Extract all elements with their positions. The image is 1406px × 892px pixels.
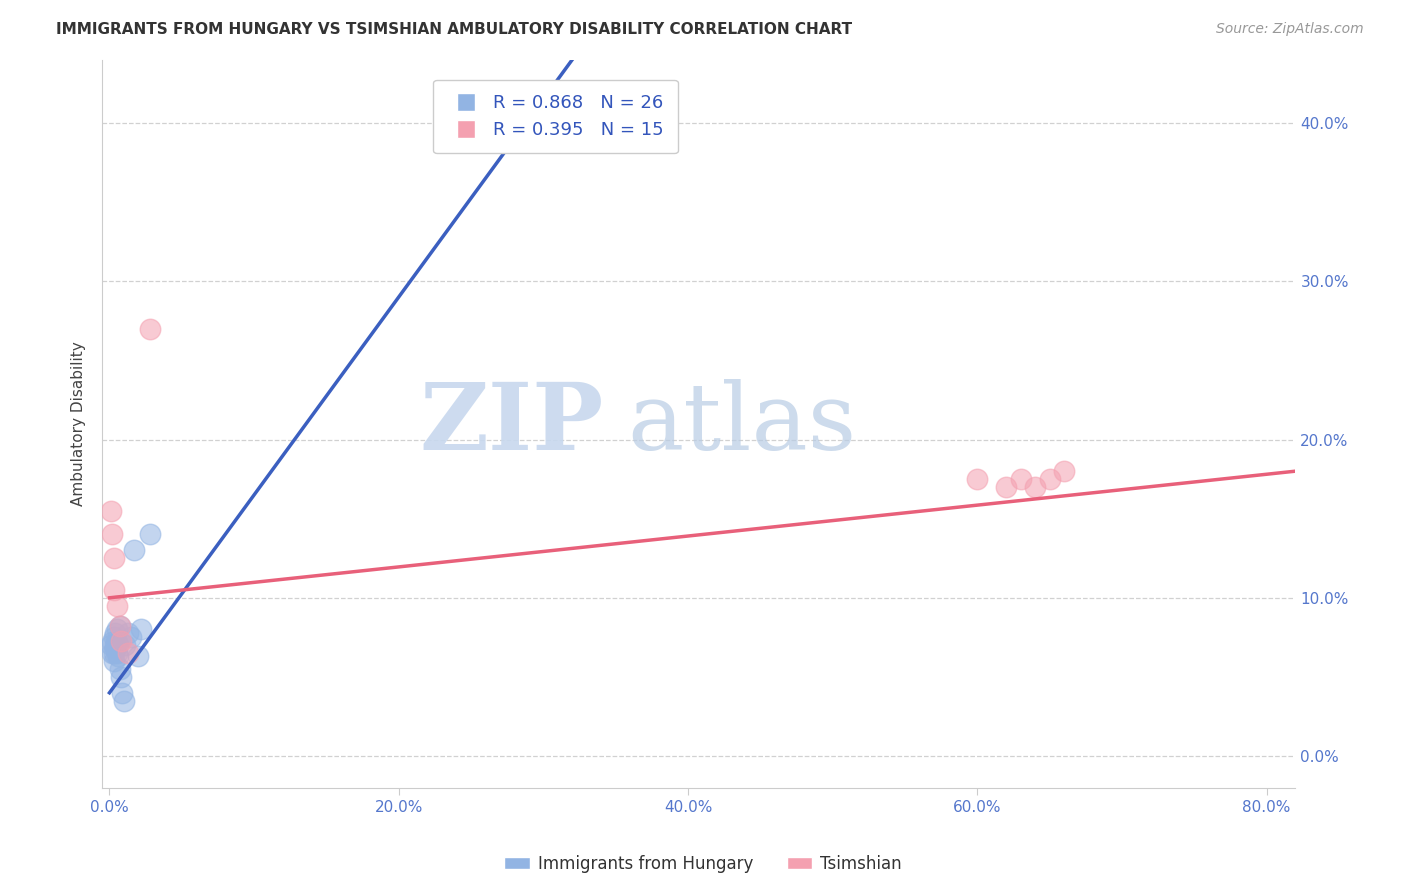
Point [108, 619, 131, 633]
Text: Source: ZipAtlas.com: Source: ZipAtlas.com [1216, 22, 1364, 37]
Point [1053, 464, 1076, 478]
Point [105, 623, 128, 637]
Point [100, 504, 122, 518]
Point [101, 646, 124, 660]
Point [111, 686, 134, 700]
Point [110, 670, 132, 684]
Point [105, 599, 128, 613]
Point [103, 582, 125, 597]
Point [995, 480, 1018, 494]
Point [101, 527, 124, 541]
Text: ZIP: ZIP [419, 379, 603, 468]
Point [127, 649, 149, 664]
Point [966, 472, 988, 486]
Point [108, 619, 131, 633]
Point [103, 631, 125, 645]
Point [105, 646, 128, 660]
Point [122, 543, 145, 558]
Point [110, 633, 132, 648]
Point [114, 638, 136, 652]
Point [103, 654, 125, 668]
Point [105, 635, 128, 649]
Point [1038, 472, 1060, 486]
Text: IMMIGRANTS FROM HUNGARY VS TSIMSHIAN AMBULATORY DISABILITY CORRELATION CHART: IMMIGRANTS FROM HUNGARY VS TSIMSHIAN AMB… [56, 22, 852, 37]
Point [104, 638, 127, 652]
Point [112, 694, 135, 708]
Point [100, 638, 122, 652]
Point [104, 641, 127, 656]
Point [107, 649, 129, 664]
Point [101, 635, 124, 649]
Point [107, 638, 129, 652]
Point [108, 662, 131, 676]
Y-axis label: Ambulatory Disability: Ambulatory Disability [72, 342, 86, 506]
Point [103, 551, 125, 566]
Point [103, 646, 125, 660]
Legend: Immigrants from Hungary, Tsimshian: Immigrants from Hungary, Tsimshian [498, 848, 908, 880]
Point [139, 321, 162, 335]
Point [139, 527, 162, 541]
Point [129, 623, 152, 637]
Point [1010, 472, 1032, 486]
Point [120, 631, 142, 645]
Point [117, 625, 139, 640]
Point [117, 646, 139, 660]
Text: atlas: atlas [627, 379, 856, 468]
Legend: R = 0.868   N = 26, R = 0.395   N = 15: R = 0.868 N = 26, R = 0.395 N = 15 [433, 79, 678, 153]
Point [1024, 480, 1046, 494]
Point [104, 625, 127, 640]
